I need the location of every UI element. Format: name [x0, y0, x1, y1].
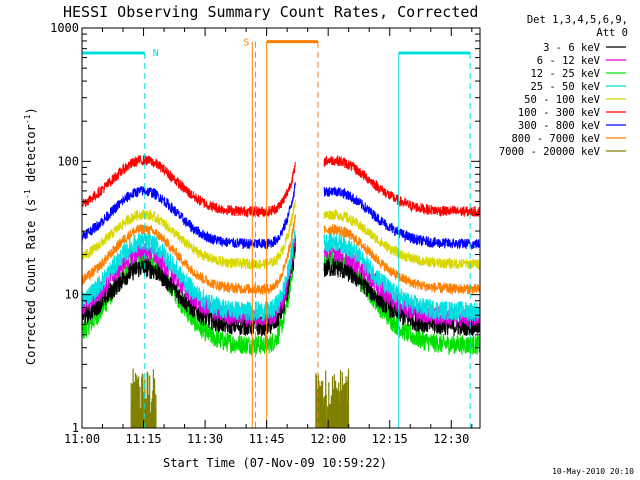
- y-axis-label-mid: detector: [24, 124, 38, 189]
- x-tick-label-4: 12:00: [310, 432, 346, 446]
- series-4-segment-0: [81, 199, 296, 270]
- marker-layer: NS: [82, 38, 471, 428]
- timestamp: 10-May-2010 20:10: [552, 467, 634, 476]
- legend-label-2: 12 - 25 keV: [530, 68, 600, 80]
- tick-layer: 11:00 11:15 11:30 11:45 12:00 12:15 12:30 1 10 10…: [50, 21, 480, 446]
- x-tick-label-1: 11:15: [125, 432, 161, 446]
- series-7-segment-1: [323, 223, 481, 295]
- plot-area: NS 11:00 11:15 11:30 11:45 12:00 12:15 12:3011…: [50, 21, 481, 446]
- y-tick-label-3: 1000: [50, 21, 79, 35]
- series-layer: [81, 155, 481, 428]
- series-6-segment-1: [323, 186, 481, 251]
- x-tick-label-3: 11:45: [249, 432, 285, 446]
- series-3-segment-1: [323, 231, 481, 322]
- legend-label-7: 800 - 7000 keV: [511, 133, 600, 145]
- x-tick-label-0: 11:00: [64, 432, 100, 446]
- series-4-segment-1: [323, 209, 481, 271]
- series-6-segment-0: [81, 182, 296, 250]
- legend-label-8: 7000 - 20000 keV: [499, 146, 601, 158]
- series-7-segment-0: [81, 214, 296, 296]
- y-axis-label-sup1: -1: [23, 189, 32, 199]
- series-8-segment-1: [315, 368, 350, 428]
- series-5-segment-1: [323, 155, 481, 218]
- legend-label-4: 50 - 100 keV: [524, 94, 601, 106]
- plot-frame: [81, 27, 481, 429]
- series-0-segment-1: [323, 258, 481, 337]
- y-axis-label-sup2: -1: [23, 114, 32, 124]
- series-8-segment-0: [130, 368, 157, 428]
- series-3-segment-0: [81, 229, 296, 322]
- y-tick-label-2: 100: [57, 154, 79, 168]
- y-axis-label-main: Corrected Count Rate (s: [24, 199, 38, 365]
- legend-label-3: 25 - 50 keV: [530, 81, 600, 93]
- saa-label: S: [243, 38, 249, 49]
- y-axis-label-end: ): [24, 107, 38, 114]
- y-tick-label-0: 1: [72, 421, 79, 435]
- series-5-segment-0: [81, 155, 296, 218]
- legend-label-1: 6 - 12 keV: [537, 55, 601, 67]
- legend-header-detectors: Det 1,3,4,5,6,9,: [527, 14, 628, 26]
- x-axis-label: Start Time (07-Nov-09 10:59:22): [163, 456, 387, 470]
- chart-title: HESSI Observing Summary Count Rates, Cor…: [63, 3, 478, 21]
- legend-label-6: 300 - 800 keV: [518, 120, 601, 132]
- x-tick-label-2: 11:30: [187, 432, 223, 446]
- legend-label-0: 3 - 6 keV: [543, 42, 601, 54]
- legend-label-5: 100 - 300 keV: [518, 107, 601, 119]
- legend-header-attenuator: Att 0: [596, 27, 628, 39]
- x-tick-label-6: 12:30: [433, 432, 469, 446]
- x-tick-label-5: 12:15: [372, 432, 408, 446]
- y-tick-label-1: 10: [65, 288, 79, 302]
- night-label: N: [153, 48, 159, 59]
- y-axis-label: Corrected Count Rate (s-1 detector-1): [23, 107, 38, 365]
